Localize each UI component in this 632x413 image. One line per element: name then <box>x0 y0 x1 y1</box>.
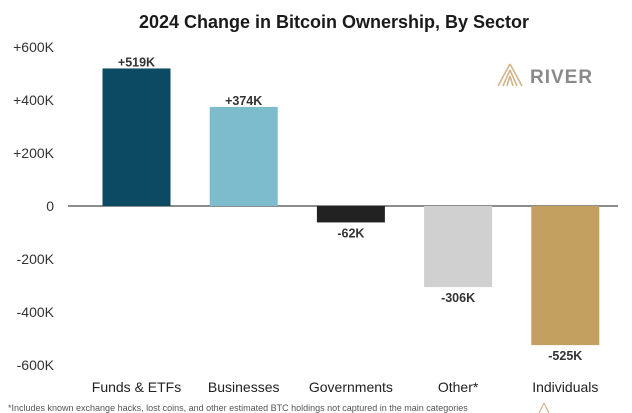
data-labels-group: +519K +374K -62K -306K -525K <box>118 55 582 363</box>
bar-governments <box>316 206 385 223</box>
footnote: *Includes known exchange hacks, lost coi… <box>8 403 468 413</box>
data-label-funds-etfs: +519K <box>118 55 155 69</box>
y-tick-label: -400K <box>17 304 55 320</box>
y-tick-label: 0 <box>46 198 54 214</box>
category-label-funds-etfs: Funds & ETFs <box>92 379 181 395</box>
chart-title: 2024 Change in Bitcoin Ownership, By Sec… <box>139 12 529 32</box>
category-labels-group: Funds & ETFs Businesses Governments Other* I… <box>92 379 599 395</box>
river-logo: RIVER <box>497 63 593 88</box>
footnote-river-mark-icon <box>538 402 550 413</box>
logo-text: RIVER <box>530 67 593 88</box>
bars-group <box>102 68 600 346</box>
y-tick-label: +600K <box>13 39 55 55</box>
y-axis: +600K +400K +200K 0 -200K -400K -600K <box>13 39 55 373</box>
y-tick-label: +200K <box>13 145 55 161</box>
river-mark-icon <box>497 63 523 87</box>
y-tick-label: -200K <box>17 251 55 267</box>
data-label-individuals: -525K <box>548 349 582 363</box>
y-tick-label: +400K <box>13 92 55 108</box>
category-label-governments: Governments <box>309 379 393 395</box>
bar-other <box>424 206 493 288</box>
bar-individuals <box>531 206 600 346</box>
data-label-businesses: +374K <box>225 94 262 108</box>
bar-funds-etfs <box>102 68 171 206</box>
data-label-governments: -62K <box>337 226 364 240</box>
category-label-other: Other* <box>438 379 479 395</box>
y-tick-label: -600K <box>17 357 55 373</box>
category-label-individuals: Individuals <box>532 379 598 395</box>
category-label-businesses: Businesses <box>208 379 280 395</box>
data-label-other: -306K <box>441 291 475 305</box>
bar-businesses <box>209 106 278 206</box>
